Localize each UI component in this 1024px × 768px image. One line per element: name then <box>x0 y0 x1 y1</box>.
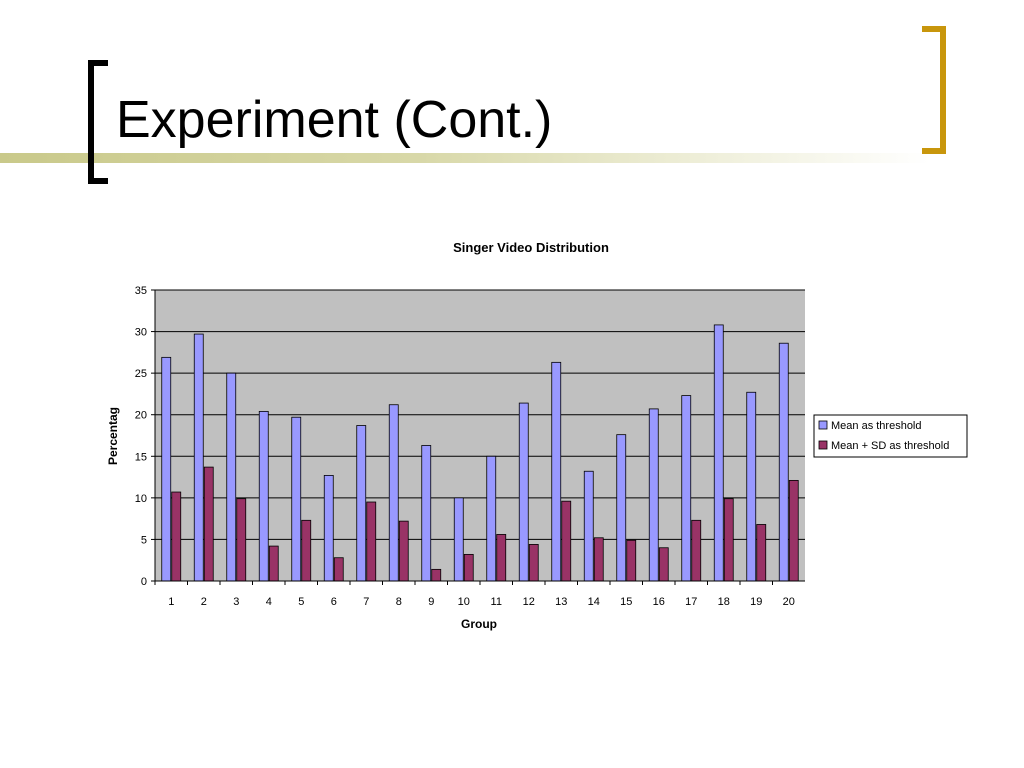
y-tick-label: 30 <box>135 327 147 339</box>
bar-series-1-group-18 <box>713 324 724 582</box>
bar-series-1-group-10 <box>453 497 464 582</box>
bar-series-1-group-11 <box>486 455 497 582</box>
bar-series-1-group-3 <box>226 372 237 582</box>
bar-series-2-group-3 <box>236 498 247 582</box>
bar-series-2-group-7 <box>366 501 377 582</box>
bar-series-1-group-7 <box>356 425 367 582</box>
legend-label-1: Mean as threshold <box>831 420 922 432</box>
x-tick-label: 12 <box>523 596 535 608</box>
left-bracket-decoration <box>88 60 108 184</box>
bar-series-1-group-12 <box>518 402 529 582</box>
x-tick-label: 4 <box>266 596 272 608</box>
x-tick-label: 9 <box>428 596 434 608</box>
bar-series-2-group-8 <box>398 520 409 582</box>
y-tick-label: 25 <box>135 368 147 380</box>
bar-series-1-group-13 <box>551 361 562 582</box>
bar-series-2-group-10 <box>463 553 474 582</box>
bar-series-2-group-17 <box>691 519 702 582</box>
title-underline-band <box>0 153 930 163</box>
bar-series-2-group-18 <box>723 498 734 582</box>
bar-series-1-group-9 <box>421 445 432 582</box>
bar-series-1-group-19 <box>746 391 757 582</box>
x-tick-label: 19 <box>750 596 762 608</box>
x-tick-label: 14 <box>588 596 600 608</box>
x-tick-label: 17 <box>685 596 697 608</box>
x-tick-label: 7 <box>363 596 369 608</box>
right-bracket-decoration <box>922 26 946 154</box>
x-tick-label: 8 <box>396 596 402 608</box>
bar-series-1-group-20 <box>778 342 789 582</box>
legend-swatch-2 <box>818 440 828 450</box>
bar-series-2-group-2 <box>203 466 214 582</box>
x-tick-label: 3 <box>233 596 239 608</box>
bar-series-2-group-4 <box>268 545 279 582</box>
plot-area <box>155 290 805 581</box>
bar-series-1-group-8 <box>388 404 399 582</box>
bar-series-2-group-13 <box>561 500 572 582</box>
bar-series-1-group-5 <box>291 416 302 582</box>
x-tick-label: 18 <box>718 596 730 608</box>
bar-series-2-group-6 <box>333 557 344 582</box>
x-tick-label: 6 <box>331 596 337 608</box>
y-tick-label: 10 <box>135 493 147 505</box>
y-axis-label: Percentag <box>106 407 120 465</box>
chart-legend: Mean as threshold Mean + SD as threshold <box>813 414 968 458</box>
bar-series-2-group-19 <box>756 524 767 582</box>
bar-series-2-group-16 <box>658 547 669 582</box>
y-tick-label: 5 <box>141 534 147 546</box>
legend-label-2: Mean + SD as threshold <box>831 440 949 452</box>
legend-swatch-1 <box>818 420 828 430</box>
bar-series-1-group-6 <box>323 475 334 582</box>
chart-title: Singer Video Distribution <box>453 240 609 255</box>
x-tick-label: 16 <box>653 596 665 608</box>
x-tick-label: 5 <box>298 596 304 608</box>
y-tick-label: 0 <box>141 576 147 588</box>
slide-title: Experiment (Cont.) <box>116 91 553 149</box>
bar-series-1-group-14 <box>583 470 594 582</box>
x-axis-label: Group <box>461 617 497 631</box>
x-tick-label: 1 <box>168 596 174 608</box>
bar-series-1-group-1 <box>161 356 172 582</box>
bar-series-2-group-14 <box>593 537 604 582</box>
bar-series-2-group-12 <box>528 544 539 582</box>
bar-series-1-group-17 <box>681 395 692 582</box>
x-tick-label: 10 <box>458 596 470 608</box>
bar-series-2-group-1 <box>171 491 182 582</box>
bar-series-2-group-11 <box>496 534 507 582</box>
bar-series-2-group-20 <box>788 479 799 582</box>
bar-series-2-group-5 <box>301 519 312 582</box>
x-tick-label: 11 <box>491 596 502 608</box>
y-tick-label: 15 <box>135 451 147 463</box>
bars <box>161 324 799 582</box>
bar-series-1-group-4 <box>258 410 269 582</box>
bar-series-1-group-2 <box>193 333 204 582</box>
x-tick-label: 13 <box>555 596 567 608</box>
y-tick-label: 35 <box>135 285 147 297</box>
bar-series-1-group-16 <box>648 408 659 582</box>
x-tick-label: 2 <box>201 596 207 608</box>
legend-box <box>813 414 968 458</box>
bar-series-2-group-9 <box>431 568 442 582</box>
x-tick-label: 15 <box>620 596 632 608</box>
bar-series-2-group-15 <box>626 539 637 582</box>
x-tick-label: 20 <box>783 596 795 608</box>
y-axis-ticks: 0 5 10 15 20 25 30 35 <box>135 285 155 588</box>
y-tick-label: 20 <box>135 410 147 422</box>
x-axis-ticks: 1 2 3 4 5 6 7 8 9 10 11 12 13 14 15 16 17 18 19 20 <box>154 581 795 608</box>
bar-series-1-group-15 <box>616 434 627 582</box>
